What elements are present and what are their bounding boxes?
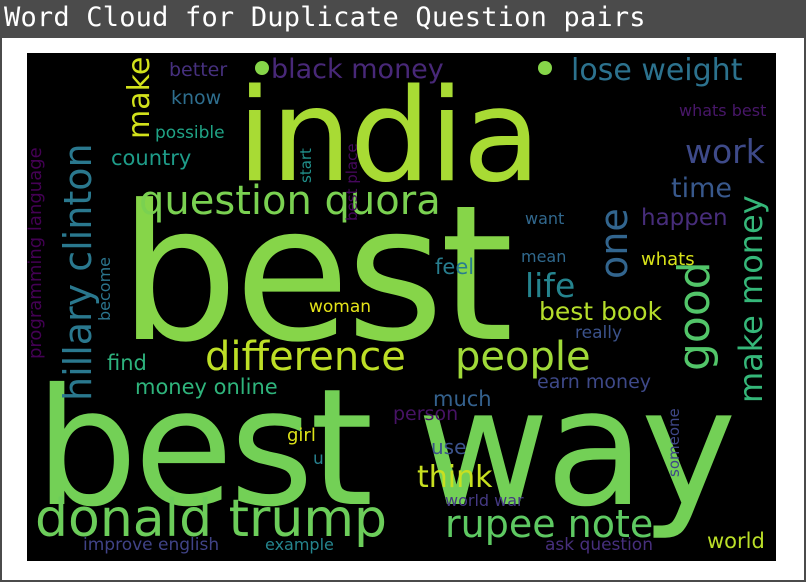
word-whats: whats — [641, 249, 695, 270]
word-u: u — [313, 449, 324, 469]
word-much: much — [433, 387, 492, 411]
word-time: time — [671, 173, 733, 204]
word-example: example — [265, 535, 334, 554]
dot-marker — [255, 61, 269, 75]
word-best-place: best place — [343, 143, 361, 221]
word-country: country — [111, 146, 192, 170]
word-money-online: money online — [135, 375, 278, 399]
word-world: world — [707, 529, 765, 553]
word-feel: feel — [435, 255, 475, 279]
page-title: Word Cloud for Duplicate Question pairs — [4, 2, 646, 33]
word-make: make — [122, 56, 157, 139]
word-mean: mean — [521, 247, 567, 266]
word-cloud-canvas: best best way india donald trump differe… — [27, 53, 776, 561]
word-india: india — [237, 62, 541, 211]
word-make-money: make money — [732, 195, 770, 403]
word-donald-trump: donald trump — [35, 489, 388, 549]
word-difference: difference — [205, 334, 406, 380]
word-become: become — [95, 256, 114, 321]
word-good: good — [669, 261, 720, 371]
word-improve-english: improve english — [83, 535, 220, 555]
word-people: people — [455, 334, 591, 380]
word-possible: possible — [155, 123, 225, 143]
word-ask-question: ask question — [545, 535, 653, 555]
word-better: better — [169, 59, 228, 81]
word-best-way: best way — [35, 355, 737, 543]
word-black-money: black money — [271, 54, 444, 85]
word-rupee-note: rupee note — [445, 502, 654, 546]
word-person: person — [393, 403, 459, 425]
word-hillary-clinton: hillary clinton — [56, 143, 100, 401]
word-use: use — [431, 435, 467, 459]
word-one: one — [592, 208, 636, 279]
word-whats-best: whats best — [679, 101, 767, 120]
word-girl: girl — [287, 425, 316, 446]
word-programming-language: programming language — [27, 147, 46, 359]
word-know: know — [171, 87, 222, 109]
word-happen: happen — [641, 205, 728, 231]
word-best: best — [119, 165, 514, 384]
word-want: want — [525, 209, 565, 228]
word-someone: someone — [665, 408, 683, 477]
dot-marker — [538, 61, 552, 75]
word-really: really — [575, 323, 622, 343]
word-woman: woman — [309, 297, 372, 317]
word-lose-weight: lose weight — [571, 53, 743, 88]
word-think: think — [417, 460, 493, 495]
word-earn-money: earn money — [537, 371, 651, 393]
word-work: work — [685, 132, 765, 171]
word-find: find — [107, 351, 147, 375]
word-life: life — [525, 266, 576, 305]
word-start: start — [297, 148, 315, 183]
word-question-quora: question quora — [139, 178, 441, 224]
word-world-war: world war — [445, 491, 524, 510]
word-best-book: best book — [539, 297, 662, 326]
